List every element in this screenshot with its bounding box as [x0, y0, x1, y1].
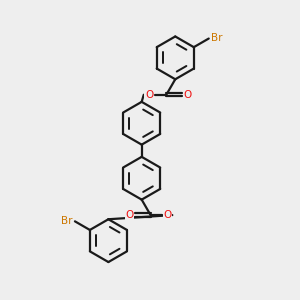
Text: O: O: [145, 90, 153, 100]
Text: Br: Br: [211, 33, 223, 43]
Text: O: O: [125, 210, 133, 220]
Text: Br: Br: [61, 216, 72, 226]
Text: O: O: [184, 90, 192, 100]
Text: O: O: [164, 210, 172, 220]
